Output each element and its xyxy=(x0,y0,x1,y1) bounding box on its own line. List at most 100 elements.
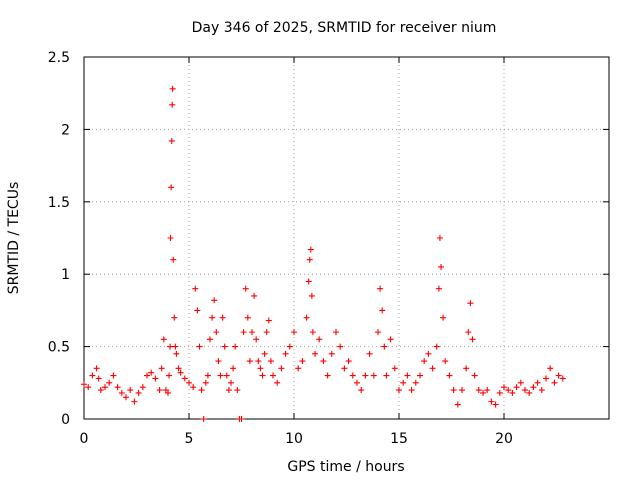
data-point xyxy=(463,365,470,372)
data-point xyxy=(513,384,520,391)
data-point xyxy=(341,365,348,372)
data-point xyxy=(324,372,331,379)
data-point xyxy=(139,384,146,391)
data-point xyxy=(89,372,96,379)
data-point xyxy=(166,372,173,379)
data-point xyxy=(148,369,155,376)
data-point xyxy=(168,137,175,144)
data-point xyxy=(530,384,537,391)
data-point xyxy=(526,389,533,396)
data-point xyxy=(221,343,228,350)
data-point xyxy=(475,387,482,394)
data-point xyxy=(501,384,507,391)
data-point xyxy=(156,387,163,394)
grid xyxy=(84,57,609,419)
x-tick-label: 0 xyxy=(80,431,89,447)
x-tick-label: 10 xyxy=(285,431,303,447)
data-point xyxy=(211,297,218,304)
data-point xyxy=(412,379,419,386)
data-point xyxy=(267,358,274,365)
data-point xyxy=(240,329,247,336)
data-point xyxy=(505,387,512,394)
y-tick-label: 0 xyxy=(61,412,70,428)
data-point xyxy=(169,101,176,108)
x-tick-label: 5 xyxy=(185,431,194,447)
data-point xyxy=(114,384,121,391)
data-point xyxy=(551,379,558,386)
data-point xyxy=(110,372,117,379)
data-point xyxy=(303,314,310,321)
data-point xyxy=(381,343,388,350)
data-point xyxy=(186,379,192,386)
data-point xyxy=(469,336,476,343)
data-point xyxy=(312,350,318,357)
data-point xyxy=(480,389,486,396)
data-point xyxy=(509,389,516,396)
data-point xyxy=(538,387,545,394)
data-point xyxy=(215,358,222,365)
data-point xyxy=(396,387,402,394)
data-point xyxy=(234,387,241,394)
y-axis-label: SRMTID / TECUs xyxy=(6,182,22,295)
data-point xyxy=(270,372,276,379)
data-point xyxy=(81,381,87,388)
data-point xyxy=(167,235,174,241)
data-point xyxy=(167,343,174,350)
data-point xyxy=(259,372,266,379)
data-point xyxy=(471,372,478,379)
data-point xyxy=(333,329,339,336)
data-point xyxy=(316,336,323,343)
chart-title: Day 346 of 2025, SRMTID for receiver niu… xyxy=(192,20,497,36)
data-point xyxy=(370,372,377,379)
data-points xyxy=(81,85,566,422)
data-point xyxy=(265,317,272,324)
data-point xyxy=(307,246,314,253)
data-point xyxy=(465,329,472,336)
data-point xyxy=(547,365,554,372)
data-point xyxy=(158,365,165,372)
data-point xyxy=(85,384,92,391)
data-point xyxy=(366,350,373,357)
data-point xyxy=(517,379,524,386)
data-point xyxy=(446,372,453,379)
data-point xyxy=(488,398,495,405)
data-point xyxy=(522,387,528,394)
plot-frame xyxy=(83,56,610,420)
data-point xyxy=(534,379,541,386)
data-point xyxy=(421,358,428,365)
data-point xyxy=(496,389,503,396)
data-point xyxy=(238,416,245,422)
data-point xyxy=(358,387,365,394)
data-point xyxy=(131,398,138,405)
data-point xyxy=(450,387,457,394)
data-point xyxy=(255,358,262,365)
data-point xyxy=(543,375,549,382)
data-point xyxy=(345,358,352,365)
data-point xyxy=(223,372,230,379)
y-tick-label: 1.5 xyxy=(48,195,70,211)
data-point xyxy=(261,350,268,357)
data-point xyxy=(242,285,249,292)
data-point xyxy=(442,358,449,365)
data-point xyxy=(97,387,104,394)
data-point xyxy=(251,292,258,299)
data-point xyxy=(127,387,134,394)
data-point xyxy=(354,379,360,386)
data-point xyxy=(246,358,253,365)
data-point xyxy=(118,389,125,396)
data-point xyxy=(123,394,129,401)
data-point xyxy=(555,372,562,379)
data-point xyxy=(435,285,442,292)
data-point xyxy=(306,256,313,263)
data-point xyxy=(177,369,184,376)
data-point xyxy=(383,372,390,379)
axis-ticks: 0 0.5 1 1.5 2 2.5 0 5 10 15 20 xyxy=(48,50,609,447)
data-point xyxy=(467,300,474,307)
data-point xyxy=(362,372,369,379)
data-point xyxy=(200,416,207,422)
data-point xyxy=(144,372,150,379)
data-point xyxy=(253,336,260,343)
x-tick-label: 20 xyxy=(495,431,513,447)
data-point xyxy=(291,329,297,336)
